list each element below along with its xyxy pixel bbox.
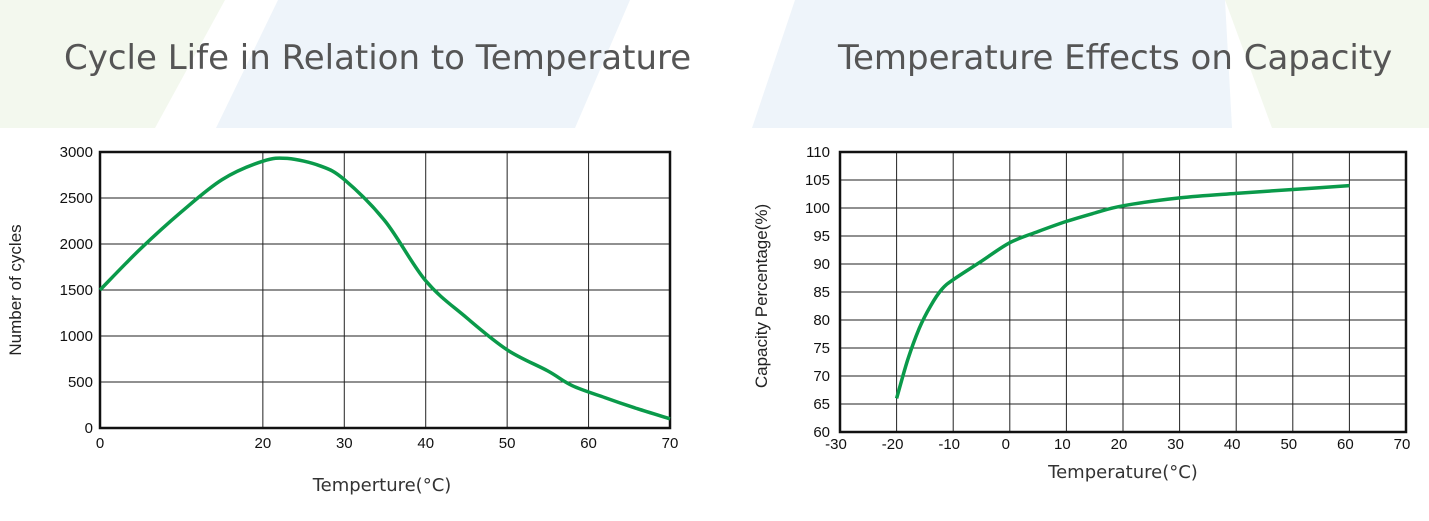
x-tick-label: -10 [938,436,960,453]
x-tick-label: 0 [96,435,104,452]
x-tick-label: 40 [1224,436,1241,453]
y-tick-label: 105 [805,172,830,189]
x-axis-label: Temperture(°C) [312,475,452,496]
y-tick-label: 95 [813,228,830,245]
grid-lines [840,152,1406,432]
y-tick-label: 65 [813,396,830,413]
x-tick-label: 60 [580,435,597,452]
y-tick-label: 1000 [60,328,93,345]
x-tick-label: 20 [1111,436,1128,453]
bg-shape-green-right [1225,0,1429,128]
y-tick-label: 70 [813,368,830,385]
bg-shape-blue-right [752,0,1232,128]
y-tick-label: 80 [813,312,830,329]
capacity-series-line [894,183,1350,399]
x-axis-label: Temperature(°C) [1047,462,1198,483]
y-tick-label: 0 [85,420,93,437]
x-tick-label: 60 [1337,436,1354,453]
x-tick-label: 20 [255,435,272,452]
chart-title-cycle-life: Cycle Life in Relation to Temperature [64,38,692,78]
x-tick-label: 10 [1054,436,1071,453]
y-tick-label: 60 [813,424,830,441]
x-tick-label: 50 [1280,436,1297,453]
y-tick-label: 90 [813,256,830,273]
y-tick-label: 75 [813,340,830,357]
background-shapes [0,0,1429,128]
x-tick-label: 30 [1167,436,1184,453]
y-tick-label: 500 [68,374,93,391]
y-tick-label: 100 [805,200,830,217]
bg-shape-green-left [0,0,225,128]
x-tick-label: 50 [499,435,516,452]
x-tick-label: 70 [662,435,679,452]
y-axis-label: Capacity Percentage(%) [752,204,771,388]
y-axis-label: Number of cycles [6,224,25,355]
cycle-life-series-line [98,156,671,421]
y-tick-label: 110 [806,144,830,161]
plot-frame [838,150,1408,434]
x-tick-label: 30 [336,435,353,452]
x-tick-label: 40 [417,435,434,452]
x-tick-label: -30 [825,436,847,453]
y-tick-label: 85 [813,284,830,301]
y-tick-label: 1500 [60,282,93,299]
x-tick-label: 70 [1394,436,1411,453]
x-tick-label: 0 [1002,436,1010,453]
bg-shape-blue-left [216,0,630,128]
y-tick-label: 2500 [60,190,93,207]
chart-title-capacity: Temperature Effects on Capacity [838,38,1393,78]
y-tick-label: 3000 [60,144,93,161]
x-tick-label: -20 [882,436,904,453]
y-tick-label: 2000 [60,236,93,253]
